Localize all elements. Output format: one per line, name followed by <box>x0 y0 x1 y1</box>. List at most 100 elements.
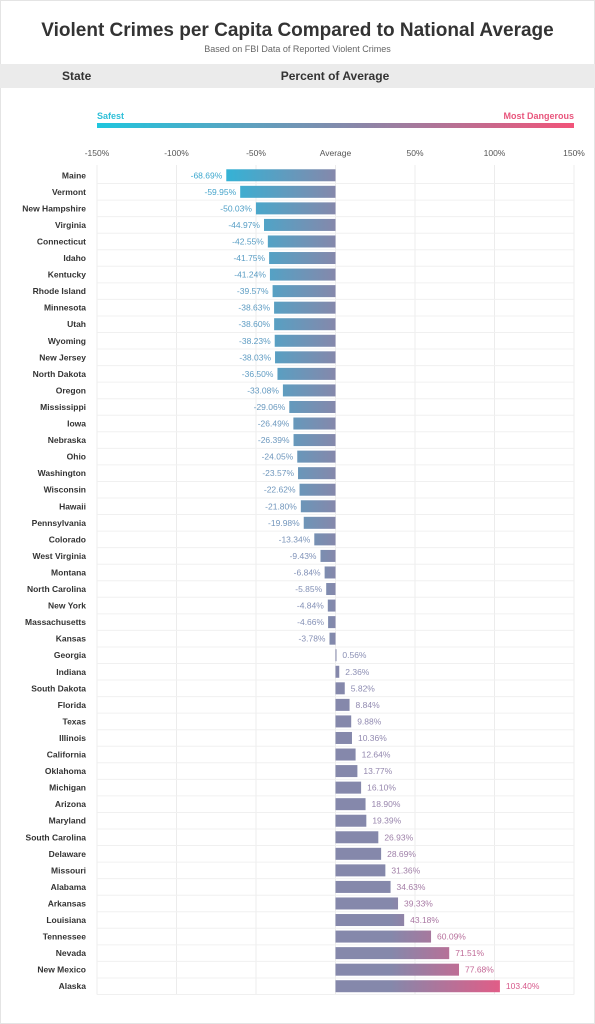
state-label: Rhode Island <box>33 286 86 296</box>
state-label: Connecticut <box>37 236 86 246</box>
x-tick-label: 100% <box>484 148 506 158</box>
value-label: -24.05% <box>262 452 294 462</box>
x-tick-label: -150% <box>85 148 110 158</box>
value-label: -44.97% <box>228 220 260 230</box>
value-label: -68.69% <box>191 170 223 180</box>
legend-safest-label: Safest <box>97 111 125 121</box>
bar <box>335 947 450 960</box>
bar <box>335 781 362 794</box>
state-label: Oregon <box>56 385 86 395</box>
x-tick-label: 50% <box>406 148 423 158</box>
state-label: Florida <box>58 700 87 710</box>
state-label: Wyoming <box>48 336 86 346</box>
legend-most-dangerous-label: Most Dangerous <box>503 111 574 121</box>
bar <box>277 367 336 380</box>
chart-subtitle: Based on FBI Data of Reported Violent Cr… <box>204 44 391 54</box>
value-label: 103.40% <box>506 981 540 991</box>
value-label: 19.39% <box>372 816 401 826</box>
bar <box>335 930 432 943</box>
state-label: Louisiana <box>46 915 86 925</box>
state-label: Nebraska <box>48 435 87 445</box>
value-label: -38.60% <box>238 319 270 329</box>
value-label: 71.51% <box>455 948 484 958</box>
value-label: -29.06% <box>254 402 286 412</box>
value-label: 0.56% <box>342 650 367 660</box>
state-label: West Virginia <box>32 551 86 561</box>
bar <box>335 847 382 860</box>
value-label: -39.57% <box>237 286 269 296</box>
x-tick-label: -100% <box>164 148 189 158</box>
state-label: Michigan <box>49 783 86 793</box>
state-label: Maryland <box>49 816 86 826</box>
bar <box>335 731 352 744</box>
value-label: -9.43% <box>290 551 317 561</box>
bar <box>274 334 336 347</box>
bar <box>289 400 336 413</box>
state-label: Arizona <box>55 799 86 809</box>
value-label: 5.82% <box>351 683 376 693</box>
bar <box>303 516 336 529</box>
value-label: 77.68% <box>465 965 494 975</box>
value-label: 31.36% <box>391 865 420 875</box>
value-label: -59.95% <box>205 187 237 197</box>
state-label: Utah <box>67 319 86 329</box>
bar <box>335 864 386 877</box>
bar <box>335 914 405 927</box>
state-label: Idaho <box>63 253 86 263</box>
value-label: -38.23% <box>239 336 271 346</box>
bar <box>335 963 460 976</box>
state-label: Texas <box>63 716 87 726</box>
state-label: Hawaii <box>59 501 86 511</box>
value-label: -4.84% <box>297 601 324 611</box>
value-label: -41.75% <box>233 253 265 263</box>
value-label: 34.63% <box>397 882 426 892</box>
bar <box>298 467 336 480</box>
value-label: -38.63% <box>238 303 270 313</box>
state-label: Alabama <box>51 882 87 892</box>
bar <box>324 566 336 579</box>
state-label: South Dakota <box>31 683 86 693</box>
state-label: Washington <box>38 468 86 478</box>
x-tick-label: 150% <box>563 148 585 158</box>
state-label: Vermont <box>52 187 86 197</box>
bar <box>320 549 336 562</box>
value-label: 28.69% <box>387 849 416 859</box>
value-label: -5.85% <box>295 584 322 594</box>
state-label: South Carolina <box>26 832 87 842</box>
state-label: Delaware <box>49 849 87 859</box>
state-label: New Mexico <box>37 965 86 975</box>
bar <box>282 384 336 397</box>
state-label: Massachusetts <box>25 617 86 627</box>
value-label: -4.66% <box>297 617 324 627</box>
value-label: -6.84% <box>294 567 321 577</box>
value-label: 12.64% <box>362 750 391 760</box>
state-label: Kansas <box>56 634 87 644</box>
state-label: North Dakota <box>33 369 87 379</box>
value-label: -50.03% <box>220 203 252 213</box>
bar <box>327 599 336 612</box>
x-tick-label: Average <box>320 148 352 158</box>
bar <box>335 698 350 711</box>
state-label: Virginia <box>55 220 86 230</box>
bar <box>240 185 336 198</box>
bar <box>226 169 336 182</box>
bar <box>275 351 336 364</box>
state-label: Montana <box>51 567 86 577</box>
state-label: Arkansas <box>48 898 87 908</box>
bar <box>269 252 336 265</box>
bar <box>335 715 352 728</box>
state-label: Maine <box>62 170 86 180</box>
bar <box>328 616 336 629</box>
bar <box>335 798 366 811</box>
state-label: Colorado <box>49 534 86 544</box>
x-tick-label: -50% <box>246 148 266 158</box>
value-label: -26.49% <box>258 419 290 429</box>
bar <box>335 880 391 893</box>
bar <box>272 285 336 298</box>
value-label: -33.08% <box>247 385 279 395</box>
bar <box>300 500 336 513</box>
bar <box>326 583 336 596</box>
bar <box>297 450 336 463</box>
value-label: -22.62% <box>264 485 296 495</box>
value-label: -21.80% <box>265 501 297 511</box>
